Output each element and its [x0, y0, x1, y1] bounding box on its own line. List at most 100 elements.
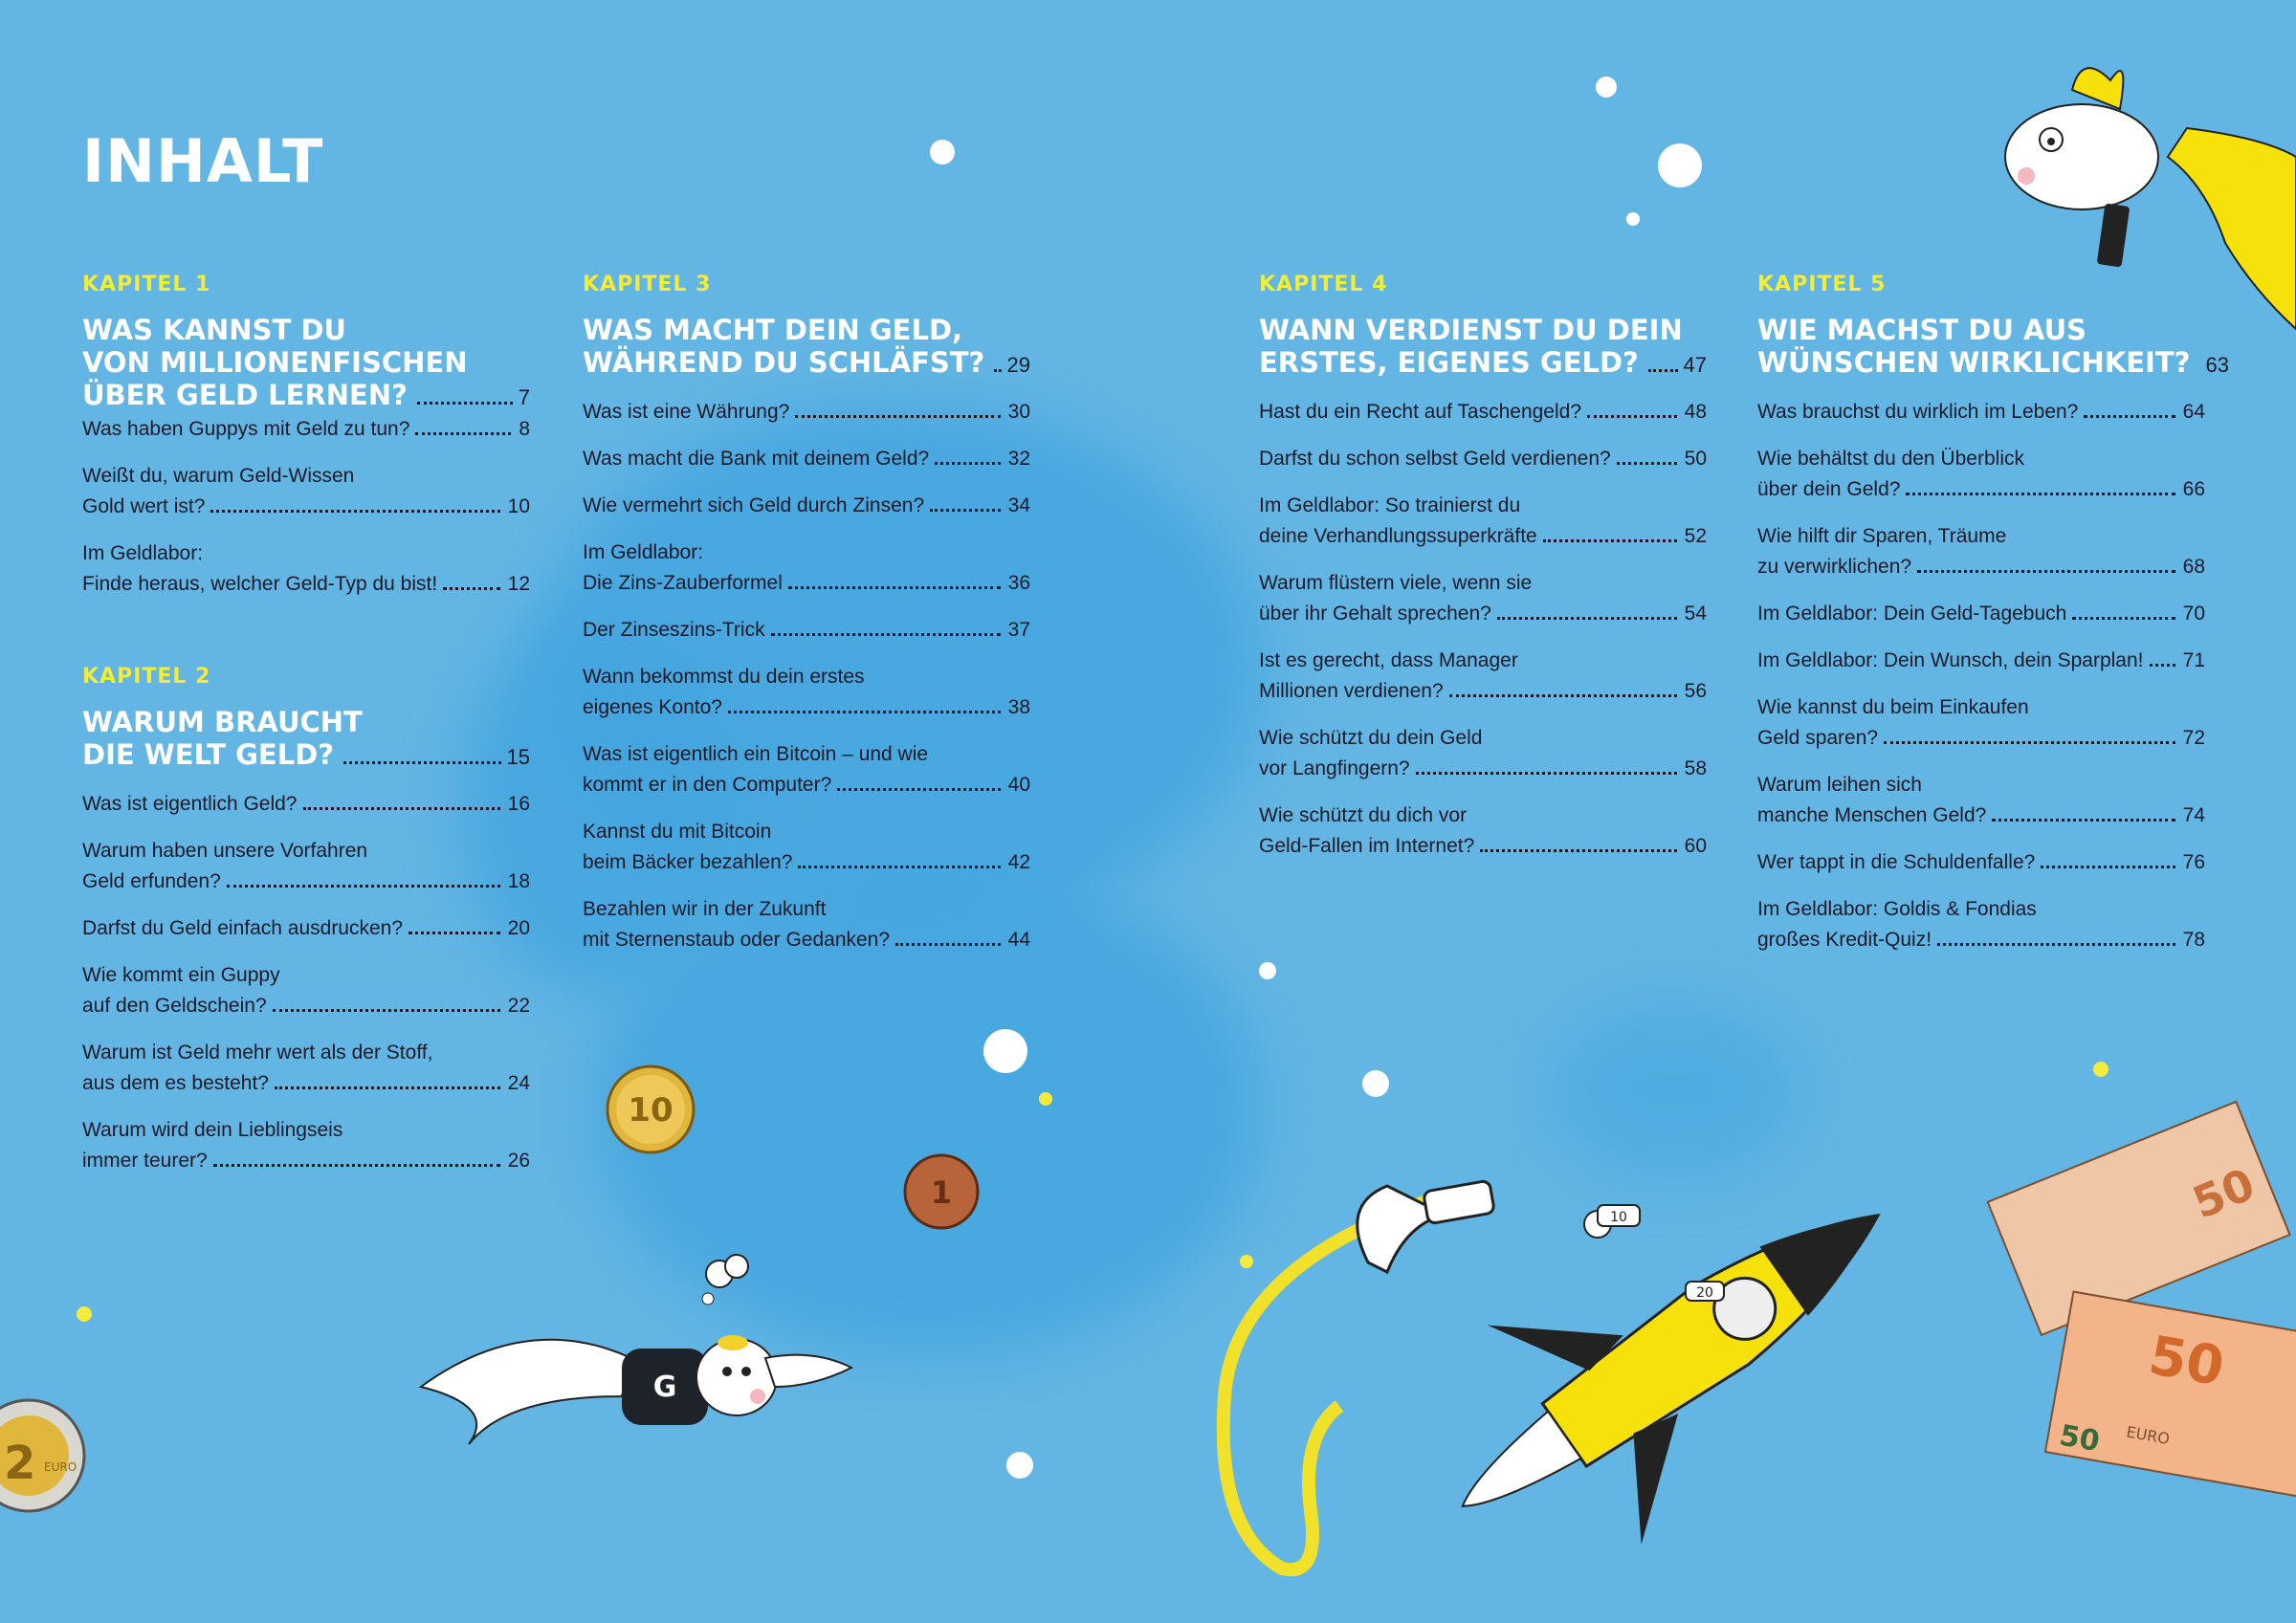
toc-entry-link[interactable]: Im Geldlabor: Goldis & Fondias großes Kre…: [1757, 894, 2205, 955]
toc-entry-link[interactable]: Was ist eigentlich ein Bitcoin – und wie…: [583, 739, 1030, 801]
page-number: 34: [1007, 494, 1030, 516]
page-number: 36: [1007, 572, 1030, 594]
toc-entry-link[interactable]: Im Geldlabor: So trainierst du deine Verh…: [1259, 491, 1707, 552]
toc-entry-link[interactable]: Warum leihen sich manche Menschen Geld? 74: [1757, 770, 2205, 831]
toc-entry-text: Geld sparen?: [1757, 727, 1879, 749]
chapter-label: KAPITEL 1: [82, 273, 211, 296]
rocket-illustration: 10 20: [1216, 1179, 1881, 1577]
toc-entry-text: Hast du ein Recht auf Taschengeld?: [1259, 401, 1582, 423]
toc-entry-link[interactable]: Was brauchst du wirklich im Leben? 64: [1757, 397, 2205, 428]
toc-entry-link[interactable]: Im Geldlabor:: [583, 537, 1030, 568]
dot-leader: [1448, 694, 1677, 697]
toc-entry-line: Was ist eigentlich Geld? 16: [82, 789, 530, 820]
euro-50-banknotes-illustration: 50 50 50 EURO: [1986, 1100, 2296, 1500]
dot-leader: [416, 402, 513, 405]
dot-leader: [443, 587, 500, 590]
yellow-dot: [2093, 1062, 2108, 1077]
toc-entry-line: Im Geldlabor: Goldis & Fondias: [1757, 898, 2037, 920]
page-number: 78: [2182, 929, 2205, 951]
chapter-heading-text: DIE WELT GELD?: [82, 738, 335, 771]
dot-leader: [770, 633, 1001, 636]
dot-leader: [1415, 772, 1677, 775]
toc-entry-link[interactable]: Warum ist Geld mehr wert als der Stoff, a…: [82, 1038, 530, 1099]
toc-entry-line: Was brauchst du wirklich im Leben? 64: [1757, 397, 2205, 428]
page-number: 72: [2182, 727, 2205, 749]
toc-entry-link[interactable]: Darfst du schon selbst Geld verdienen? 50: [1259, 444, 1707, 474]
toc-entry-line: Was macht die Bank mit deinem Geld? 32: [583, 444, 1030, 474]
toc-entry-text: Darfst du schon selbst Geld verdienen?: [1259, 448, 1611, 470]
flying-fish-with-phone-illustration: [2004, 67, 2296, 331]
toc-entry-line: vor Langfingern? 58: [1259, 754, 1707, 784]
page-number: 56: [1684, 680, 1707, 702]
toc-entry-link[interactable]: Was ist eigentlich Geld? 16: [82, 789, 530, 820]
coin-2-euro-icon: 2 EURO: [0, 1398, 86, 1513]
toc-entry-text: auf den Geldschein?: [82, 995, 267, 1017]
toc-entry-line: Wie behältst du den Überblick: [1757, 448, 2024, 470]
flying-coin-value: 20: [1696, 1285, 1713, 1301]
toc-entry-link[interactable]: Wie kommt ein Guppy auf den Geldschein? 22: [82, 960, 530, 1021]
dot-leader: [2084, 415, 2175, 418]
toc-entry-link[interactable]: Kannst du mit Bitcoin beim Bäcker bezahle…: [583, 817, 1030, 878]
bubble: [1596, 77, 1617, 98]
toc-entry-line: Ist es gerecht, dass Manager: [1259, 649, 1518, 671]
dot-leader: [1917, 570, 2175, 573]
dot-leader: [787, 586, 1001, 589]
toc-entry-text: großes Kredit-Quiz!: [1757, 929, 1932, 951]
page-number: 10: [507, 495, 530, 517]
toc-entry-link[interactable]: Im Geldlabor: Dein Geld-Tagebuch 70: [1757, 599, 2205, 629]
toc-entry-text: aus dem es besteht?: [82, 1072, 269, 1094]
chapter-2: KAPITEL 2 WARUM BRAUCHT DIE WELT GELD? 15 Wa…: [82, 662, 530, 1193]
chapter-heading-link[interactable]: WAS MACHT DEIN GELD, WÄHREND DU SCHLÄFST?…: [583, 314, 1030, 382]
toc-entry-link[interactable]: Wann bekommst du dein erstes eigenes Kont…: [583, 662, 1030, 723]
toc-entry-link[interactable]: Wie schützt du dein Geld vor Langfingern?…: [1259, 723, 1707, 784]
page-number: 54: [1684, 603, 1707, 625]
toc-entry-link[interactable]: Darfst du Geld einfach ausdrucken? 20: [82, 913, 530, 944]
toc-entry-line: Weißt du, warum Geld-Wissen: [82, 465, 355, 487]
toc-entry-link[interactable]: Ist es gerecht, dass Manager Millionen ve…: [1259, 646, 1707, 707]
toc-entry-text: Im Geldlabor: Dein Geld-Tagebuch: [1757, 603, 2067, 625]
toc-entry-link[interactable]: Warum flüstern viele, wenn sie über ihr G…: [1259, 568, 1707, 629]
toc-entry-line: eigenes Konto? 38: [583, 692, 1030, 723]
toc-entry-line: kommt er in den Computer? 40: [583, 770, 1030, 801]
toc-entry-link[interactable]: Wie vermehrt sich Geld durch Zinsen? 34: [583, 491, 1030, 521]
toc-entry-text: Geld-Fallen im Internet?: [1259, 835, 1475, 857]
bubble: [983, 1029, 1027, 1073]
toc-entry-link[interactable]: Wie kannst du beim Einkaufen Geld sparen?…: [1757, 692, 2205, 754]
chapter-heading-line: WARUM BRAUCHT: [82, 706, 363, 738]
toc-entry-line: Im Geldlabor: So trainierst du: [1259, 494, 1521, 516]
toc-entry-link[interactable]: Wie schützt du dich vor Geld-Fallen im In…: [1259, 801, 1707, 862]
toc-entry-link[interactable]: Im Geldlabor: Finde heraus, welcher Geld-…: [82, 538, 530, 600]
toc-entry-text: vor Langfingern?: [1259, 757, 1410, 779]
toc-entry-link[interactable]: Warum wird dein Lieblingseis immer teurer…: [82, 1115, 530, 1176]
flying-coin-value: 10: [1610, 1210, 1627, 1225]
toc-entry-link[interactable]: Hast du ein Recht auf Taschengeld? 48: [1259, 397, 1707, 428]
toc-entry-link[interactable]: Der Zinseszins-Trick 37: [583, 615, 1030, 646]
toc-entry-link[interactable]: Wer tappt in die Schuldenfalle? 76: [1757, 847, 2205, 878]
toc-entry-link[interactable]: Was haben Guppys mit Geld zu tun? 8: [82, 414, 530, 445]
toc-entry-link[interactable]: Wie behältst du den Überblick über dein G…: [1757, 444, 2205, 505]
chapter-heading-link[interactable]: WANN VERDIENST DU DEIN ERSTES, EIGENES GE…: [1259, 314, 1707, 382]
dot-leader: [212, 1164, 500, 1167]
toc-entry-link[interactable]: Wie hilft dir Sparen, Träume zu verwirkli…: [1757, 521, 2205, 582]
toc-entry-link[interactable]: Bezahlen wir in der Zukunft mit Sternenst…: [583, 894, 1030, 955]
toc-entry-link[interactable]: Warum haben unsere Vorfahren Geld erfunde…: [82, 836, 530, 897]
chapter-heading-link[interactable]: WIE MACHST DU AUS WÜNSCHEN WIRKLICHKEIT? 6…: [1757, 314, 2229, 382]
toc-entry-line: großes Kredit-Quiz! 78: [1757, 925, 2205, 955]
toc-entry-link[interactable]: Im Geldlabor: Dein Wunsch, dein Sparplan…: [1757, 646, 2205, 676]
chapter-heading-line: ÜBER GELD LERNEN? 7: [82, 379, 530, 414]
dot-leader: [2149, 664, 2175, 667]
chapter-heading-link[interactable]: WARUM BRAUCHT DIE WELT GELD? 15: [82, 706, 530, 774]
dot-leader: [795, 415, 1001, 418]
toc-entry-line: Bezahlen wir in der Zukunft: [583, 898, 827, 920]
toc-entry-line: Geld erfunden? 18: [82, 866, 530, 897]
toc-entry-line: beim Bäcker bezahlen? 42: [583, 847, 1030, 878]
dot-leader: [415, 432, 512, 435]
page-number: 50: [1684, 448, 1707, 470]
toc-entry-link[interactable]: Was ist eine Währung? 30: [583, 397, 1030, 428]
toc-entry-link[interactable]: Weißt du, warum Geld-Wissen Gold wert ist…: [82, 461, 530, 522]
toc-entry-link[interactable]: Was macht die Bank mit deinem Geld? 32: [583, 444, 1030, 474]
toc-entry-link[interactable]: Die Zins-Zauberformel 36: [583, 568, 1030, 599]
toc-entry-line: Wie schützt du dich vor: [1259, 804, 1468, 826]
toc-entries: Was ist eigentlich Geld? 16 Warum haben un…: [82, 789, 530, 1176]
chapter-heading-link[interactable]: WAS KANNST DU VON MILLIONENFISCHEN ÜBER GE…: [82, 314, 530, 414]
